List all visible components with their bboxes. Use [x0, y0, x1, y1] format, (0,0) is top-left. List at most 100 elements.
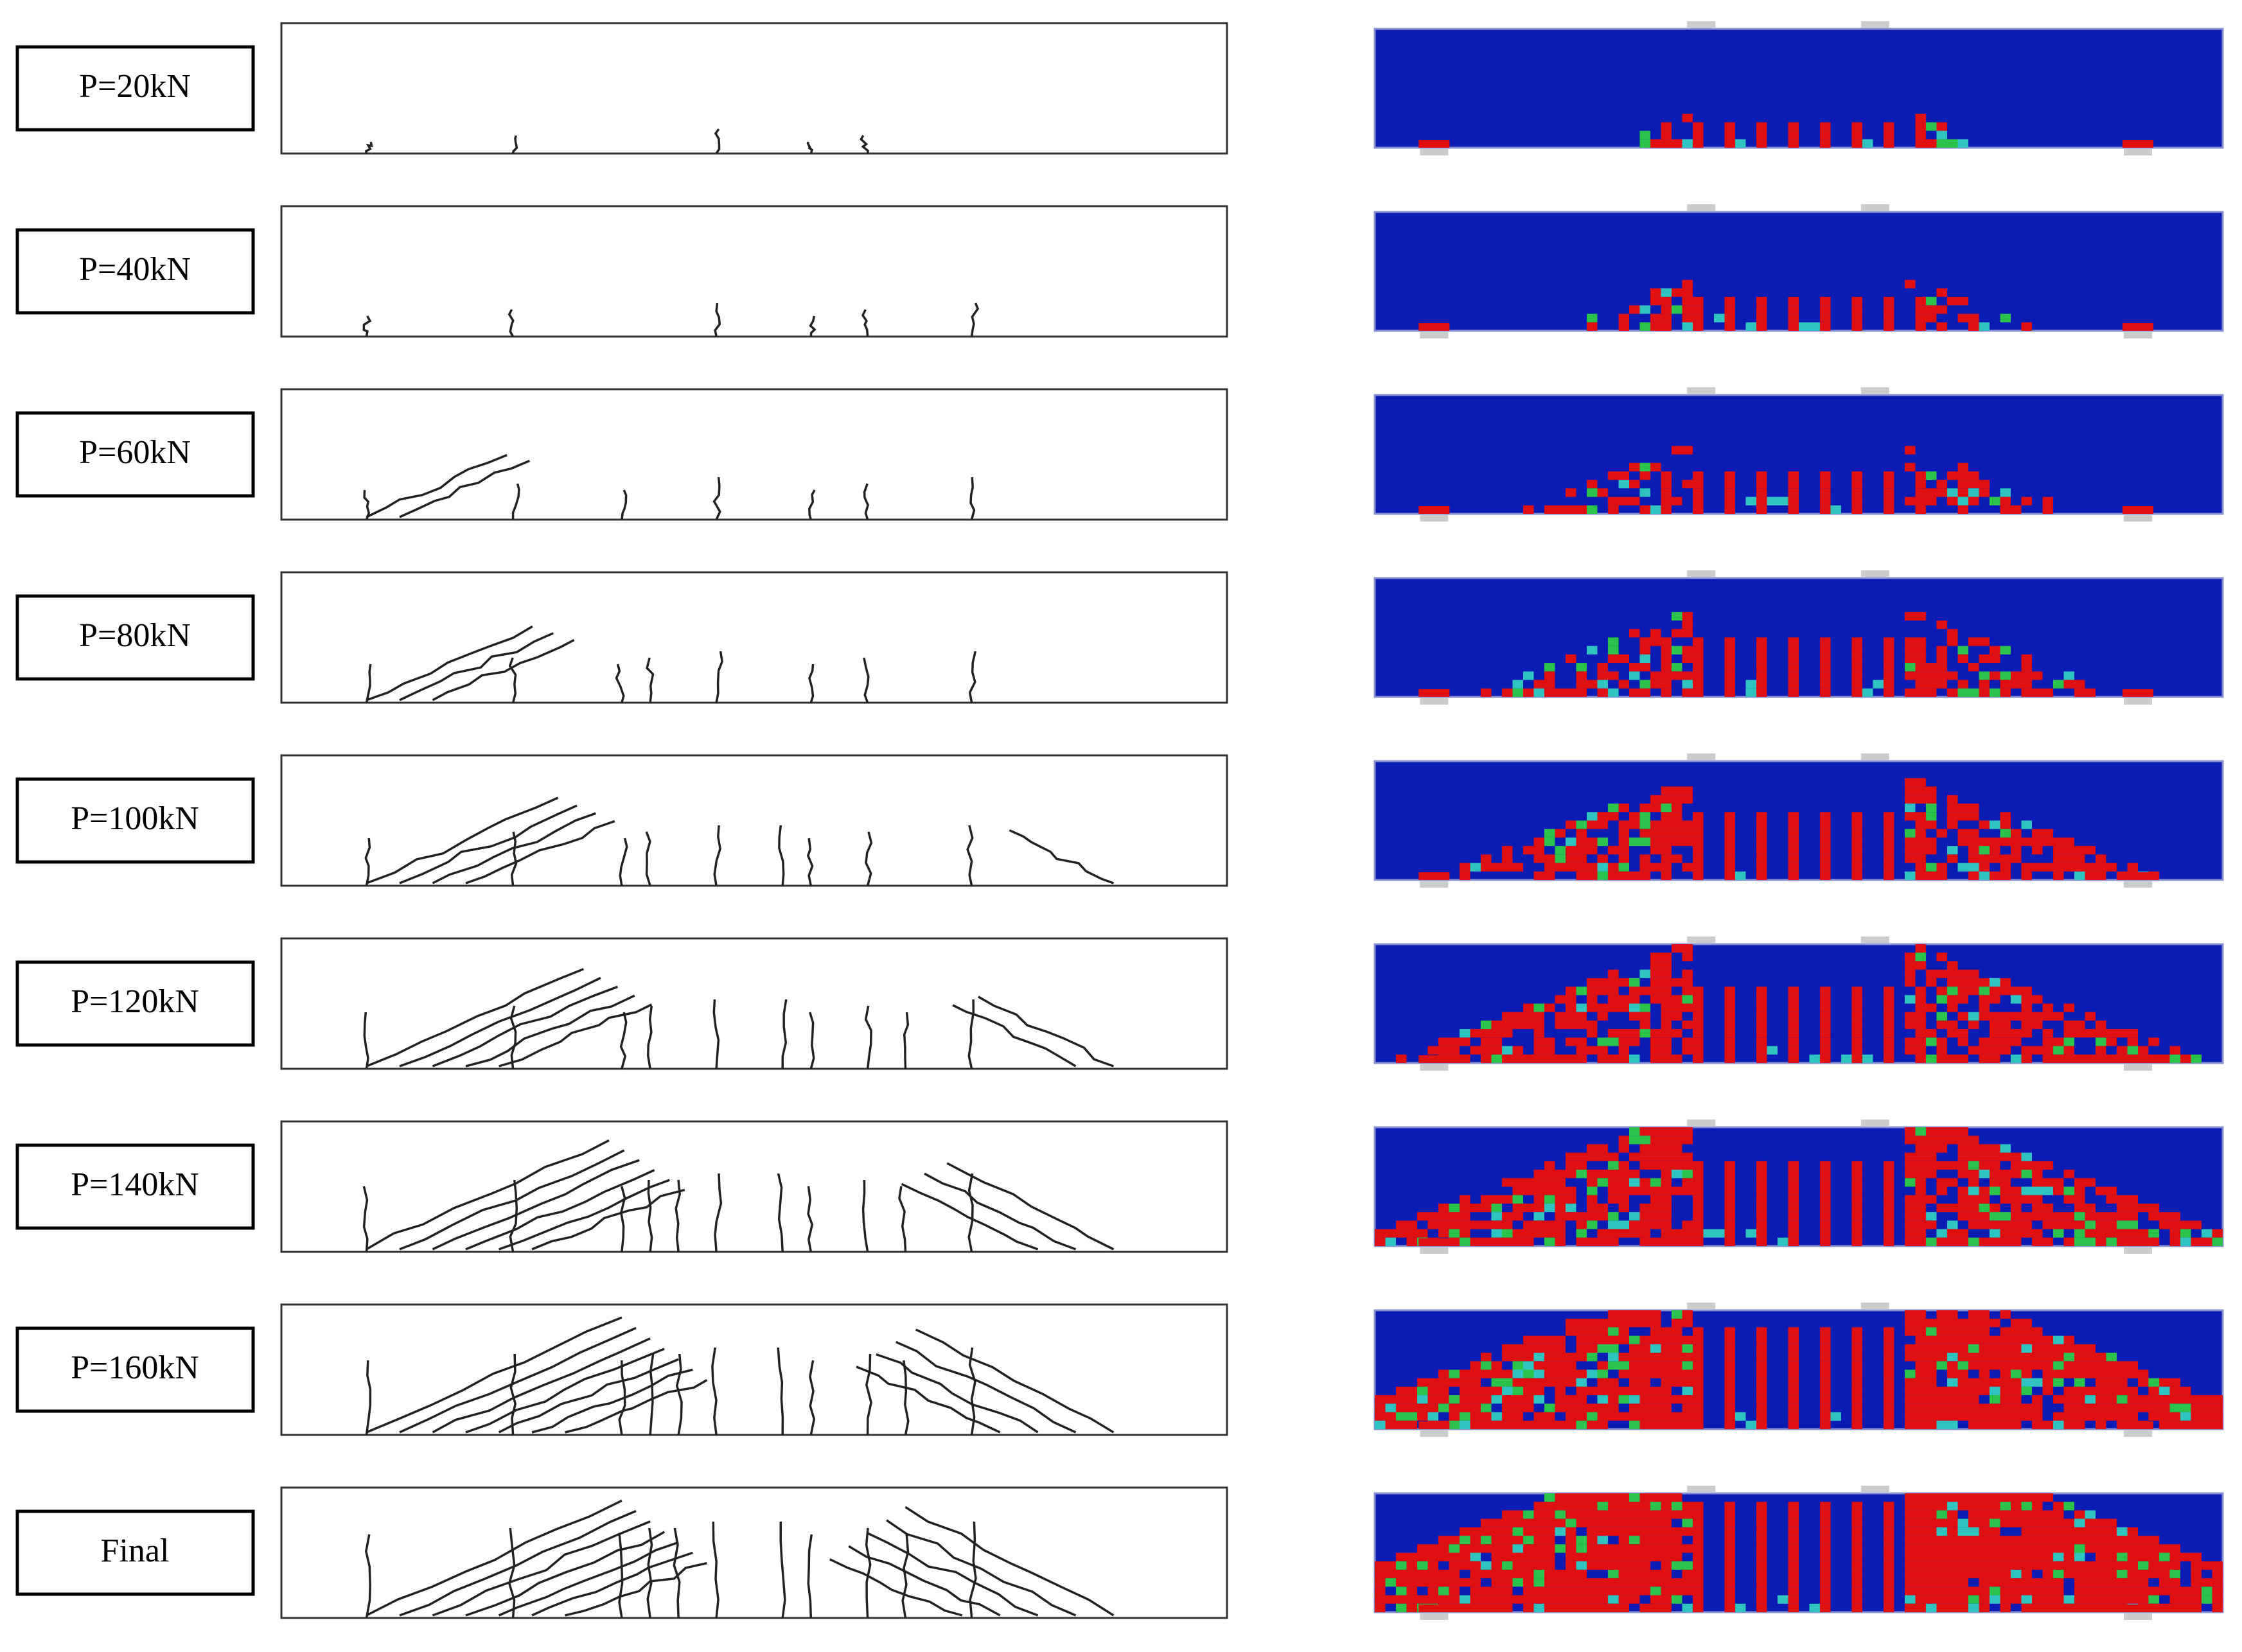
- damage-cell: [1650, 1195, 1661, 1204]
- damage-cell: [1756, 1335, 1767, 1344]
- crack: [903, 1360, 910, 1436]
- damage-cell: [1481, 854, 1492, 863]
- damage-cell: [2063, 1569, 2074, 1579]
- support-base: [1420, 698, 1449, 705]
- damage-cell: [2117, 1561, 2128, 1570]
- damage-cell: [1693, 871, 1704, 880]
- damage-cell: [1672, 496, 1682, 505]
- damage-cell: [1756, 1544, 1767, 1553]
- damage-cell: [1788, 1361, 1799, 1370]
- damage-cell: [1851, 139, 1862, 148]
- damage-cell: [1481, 1527, 1492, 1536]
- damage-cell: [2074, 871, 2085, 880]
- damage-cell: [1502, 1012, 1513, 1021]
- damage-cell: [2053, 1335, 2064, 1344]
- damage-cell: [2085, 1229, 2096, 1238]
- damage-cell: [2021, 1327, 2032, 1336]
- damage-cell: [2138, 1395, 2149, 1404]
- damage-cell: [2021, 1229, 2032, 1238]
- crack: [465, 820, 615, 884]
- damage-cell: [1905, 1152, 1916, 1161]
- damage-cell: [1661, 1195, 1672, 1204]
- support-plate: [1418, 1238, 1450, 1246]
- damage-cell: [1693, 646, 1704, 655]
- damage-cell: [1661, 130, 1672, 139]
- damage-cell: [2138, 1586, 2149, 1595]
- damage-cell: [1915, 1161, 1926, 1170]
- damage-cell: [1533, 1353, 1544, 1362]
- damage-cell: [1979, 1195, 1990, 1204]
- support-plate: [1418, 1055, 1450, 1063]
- damage-cell: [1724, 1327, 1735, 1336]
- damage-cell: [1523, 1420, 1534, 1429]
- damage-cell: [1979, 1152, 1990, 1161]
- damage-cell: [1820, 122, 1831, 131]
- damage-cell: [1926, 1378, 1937, 1387]
- damage-cell: [2053, 1361, 2064, 1370]
- damage-cell: [1682, 1569, 1693, 1579]
- stage-label-box: [15, 777, 255, 864]
- damage-cell: [1438, 1229, 1449, 1238]
- damage-cell: [1566, 1353, 1576, 1362]
- damage-cell: [1682, 139, 1693, 148]
- damage-cell: [1502, 1353, 1513, 1362]
- damage-cell: [1587, 680, 1598, 689]
- crack: [898, 1186, 907, 1252]
- damage-cell: [1523, 1003, 1534, 1012]
- damage-cell: [1438, 1369, 1449, 1378]
- damage-cell: [1884, 1420, 1894, 1429]
- damage-cell: [1724, 987, 1735, 996]
- damage-cell: [1693, 637, 1704, 646]
- damage-cell: [1639, 305, 1650, 314]
- damage-cell: [1851, 1386, 1862, 1396]
- damage-cell: [1968, 471, 1979, 480]
- damage-cell: [1502, 1386, 1513, 1396]
- damage-cell: [1427, 1378, 1438, 1387]
- damage-cell: [1629, 1335, 1640, 1344]
- damage-cell: [1693, 1395, 1704, 1404]
- damage-cell: [1788, 305, 1799, 314]
- stage-row: P=20kN: [15, 21, 2224, 155]
- damage-cell: [2000, 1361, 2011, 1370]
- damage-cell: [1788, 1502, 1799, 1511]
- damage-cell: [1745, 322, 1756, 331]
- damage-cell: [1926, 305, 1937, 314]
- damage-cell: [1544, 1361, 1555, 1370]
- damage-cell: [1608, 1578, 1619, 1587]
- damage-cell: [1905, 778, 1916, 787]
- damage-cell: [1533, 1412, 1544, 1421]
- damage-cell: [1936, 1536, 1947, 1545]
- damage-cell: [1947, 1319, 1958, 1328]
- damage-cell: [2000, 1586, 2011, 1595]
- damage-cell: [1406, 1237, 1417, 1246]
- damage-cell: [1915, 1310, 1926, 1319]
- damage-cell: [1936, 1310, 1947, 1319]
- damage-cell: [1936, 1569, 1947, 1579]
- damage-cell: [1979, 1493, 1990, 1502]
- damage-cell: [1947, 812, 1958, 821]
- damage-cell: [2042, 1378, 2053, 1387]
- damage-cell: [1661, 1020, 1672, 1030]
- damage-cell: [1990, 1544, 2000, 1553]
- damage-cell: [1947, 1403, 1958, 1412]
- damage-cell: [2011, 1344, 2022, 1353]
- damage-cell: [1629, 1012, 1640, 1021]
- damage-cell: [1597, 1369, 1608, 1378]
- damage-cell: [1884, 637, 1894, 646]
- damage-cell: [1618, 1178, 1629, 1187]
- damage-cell: [1555, 1344, 1566, 1353]
- damage-cell: [1926, 804, 1937, 813]
- damage-cell: [2096, 1561, 2106, 1570]
- damage-cell: [2074, 1536, 2085, 1545]
- damage-cell: [1650, 1569, 1661, 1579]
- damage-cell: [1957, 1012, 1968, 1021]
- damage-cell: [2085, 1178, 2096, 1187]
- damage-cell: [1608, 1403, 1619, 1412]
- damage-cell: [1460, 1412, 1470, 1421]
- damage-cell: [1375, 1412, 1386, 1421]
- damage-cell: [1576, 680, 1587, 689]
- damage-cell: [1650, 1412, 1661, 1421]
- damage-cell: [2032, 1344, 2043, 1353]
- damage-cell: [1990, 1552, 2000, 1561]
- damage-cell: [2180, 1586, 2191, 1595]
